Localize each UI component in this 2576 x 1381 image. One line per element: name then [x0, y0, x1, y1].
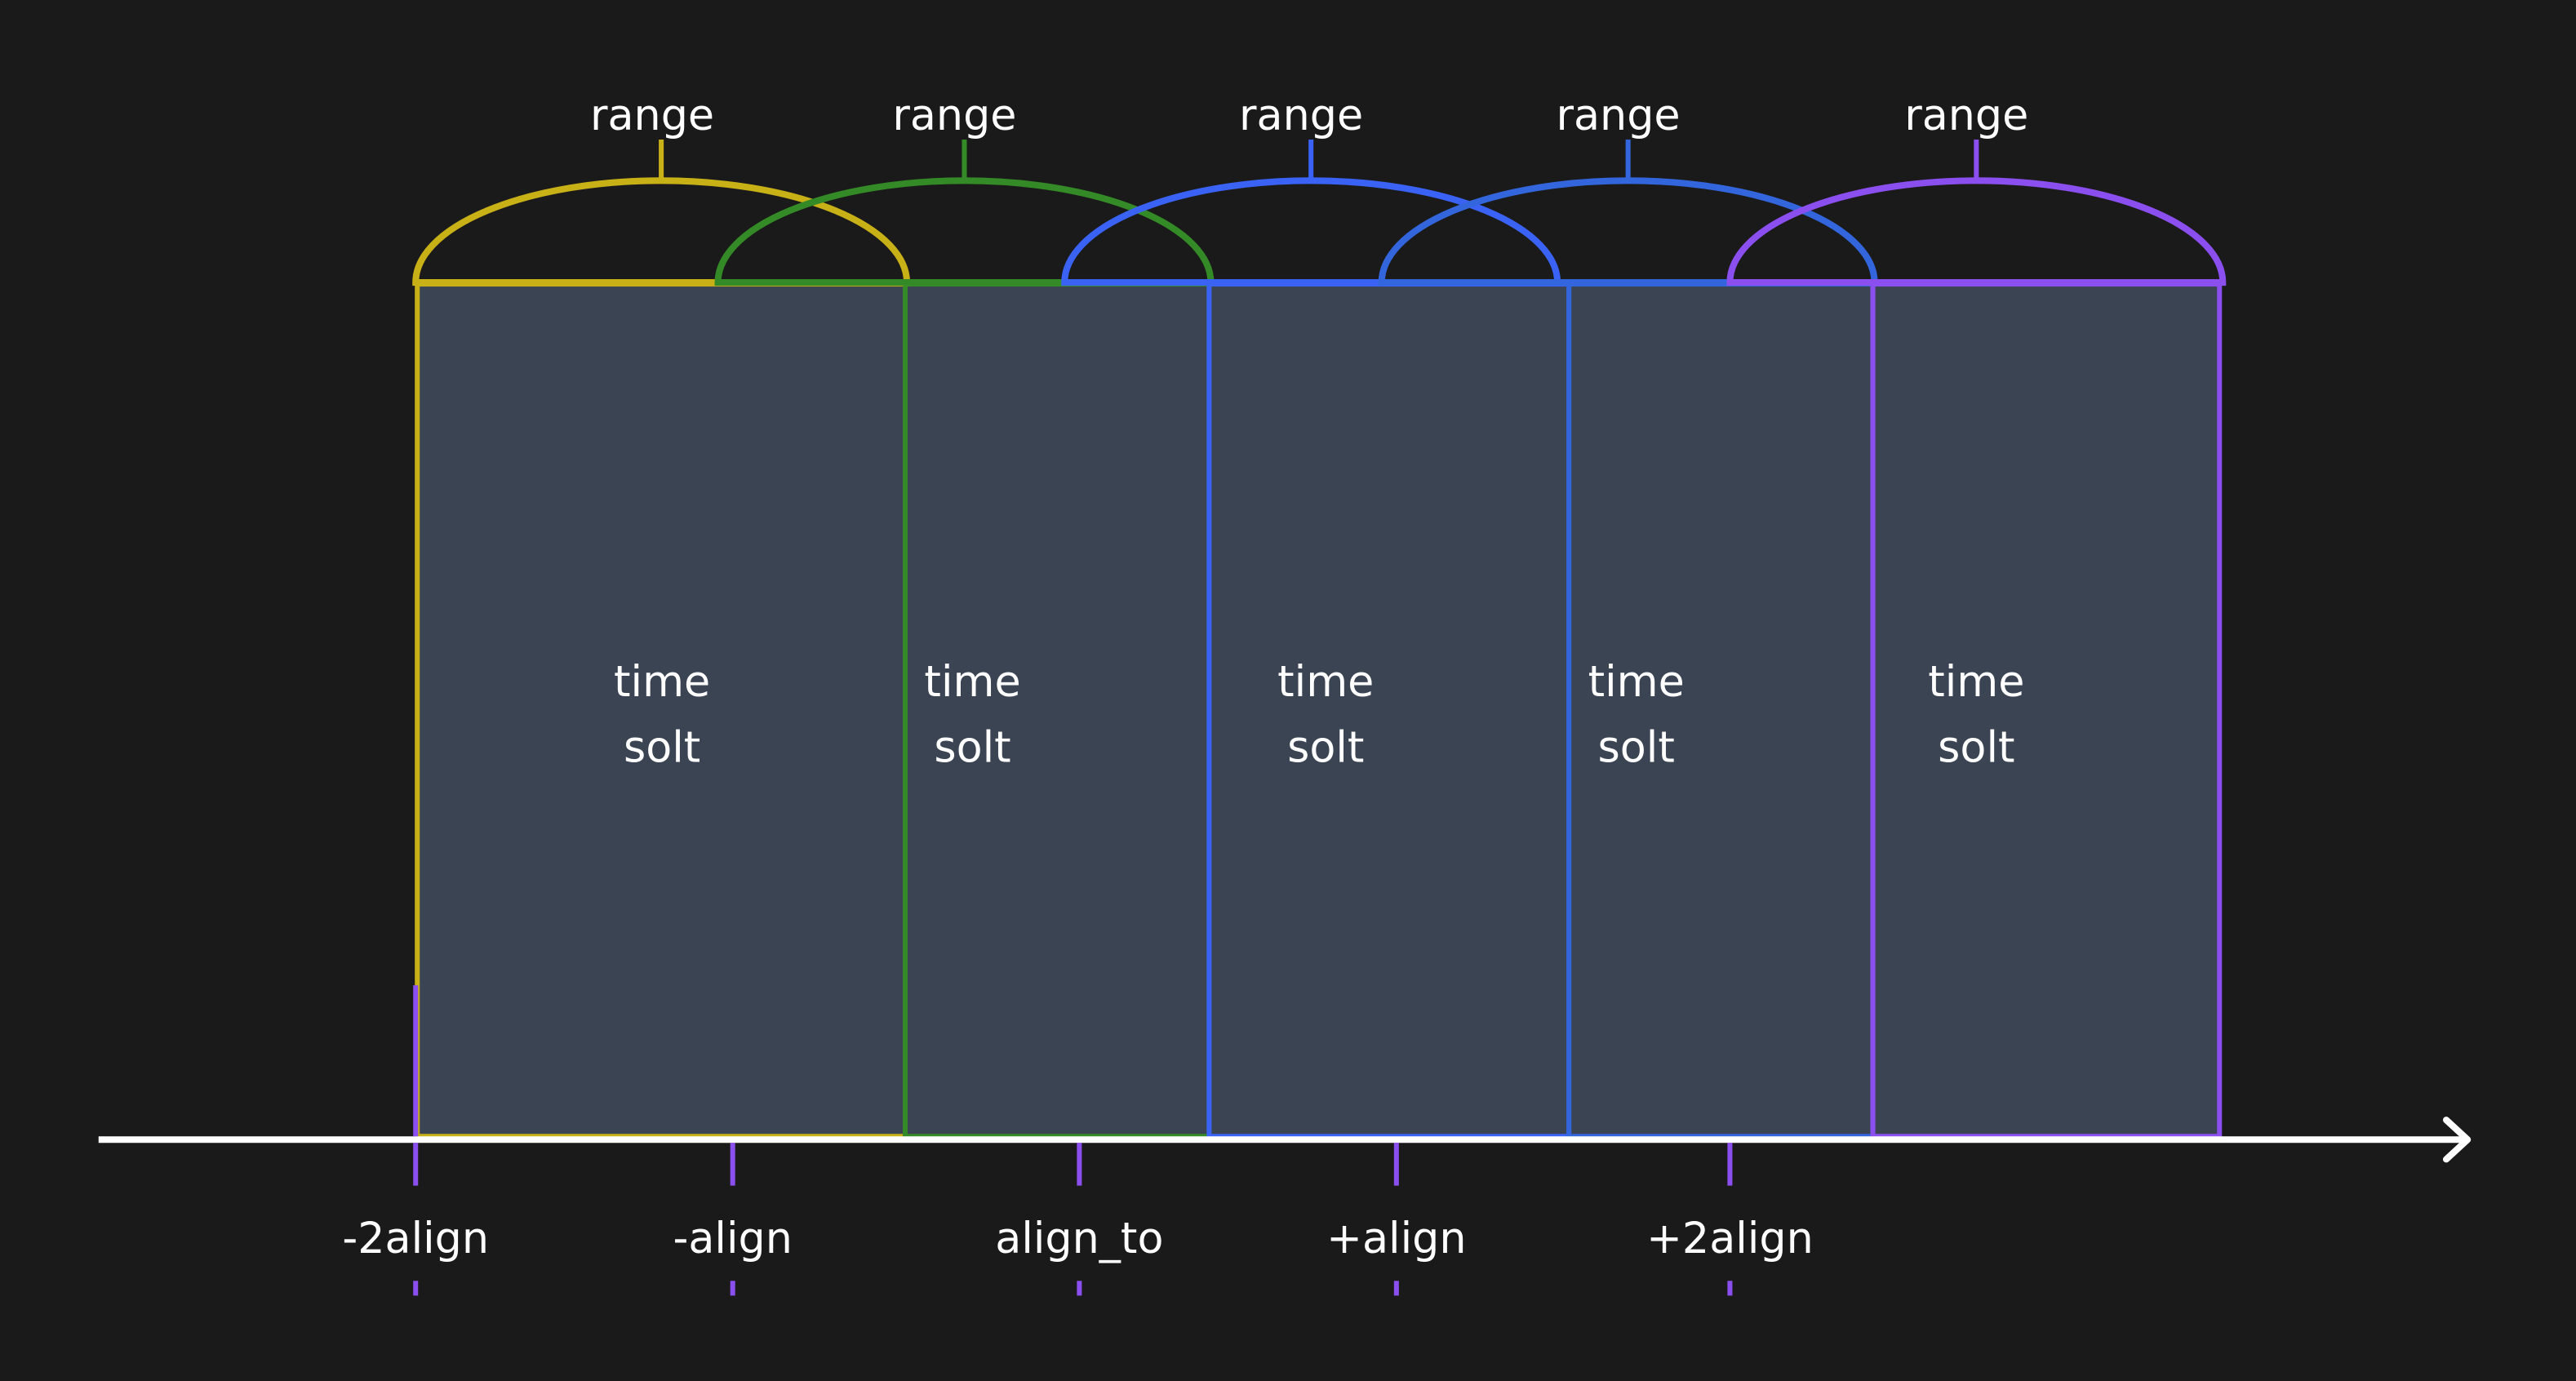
time-slot-label-line1: time	[614, 657, 710, 707]
range-arc	[714, 177, 1215, 286]
time-slot-label-line1: time	[1277, 657, 1374, 707]
range-arc	[1378, 177, 1878, 286]
range-arc	[412, 177, 911, 286]
range-label: range	[1239, 91, 1363, 140]
tick-label: +align	[1326, 1214, 1466, 1263]
time-slot-box	[415, 282, 908, 1139]
time-slot-label-line2: solt	[934, 723, 1010, 773]
time-slot-box	[1870, 282, 2223, 1139]
time-slot-label-line1: time	[924, 657, 1020, 707]
tick-label: -2align	[342, 1214, 489, 1263]
range-label: range	[590, 91, 714, 140]
time-slot-box	[1566, 282, 1876, 1139]
range-label: range	[1904, 91, 2028, 140]
tick-label: align_to	[995, 1214, 1163, 1263]
range-arcs: range range range range range	[412, 91, 2227, 286]
axis-ticks: -2align -align align_to +align +2align	[342, 1143, 1814, 1296]
time-slot-label-line2: solt	[1287, 723, 1364, 773]
time-slots: time solt time solt time solt time solt time solt	[415, 282, 2223, 1139]
range-label: range	[892, 91, 1016, 140]
time-slot-label-line1: time	[1588, 657, 1685, 707]
tick-label: +2align	[1646, 1214, 1814, 1263]
time-slot-label-line2: solt	[1598, 723, 1675, 773]
time-slot-label-line2: solt	[624, 723, 700, 773]
tick-label: -align	[673, 1214, 792, 1263]
time-slot-label-line1: time	[1928, 657, 2024, 707]
time-slot-box	[1206, 282, 1572, 1139]
range-label: range	[1556, 91, 1680, 140]
time-slot-label-line2: solt	[1938, 723, 2014, 773]
time-slot-box	[903, 282, 1212, 1139]
range-arc	[1061, 177, 1561, 286]
range-arc	[1726, 177, 2227, 286]
axis-arrow-icon	[2442, 1117, 2472, 1163]
